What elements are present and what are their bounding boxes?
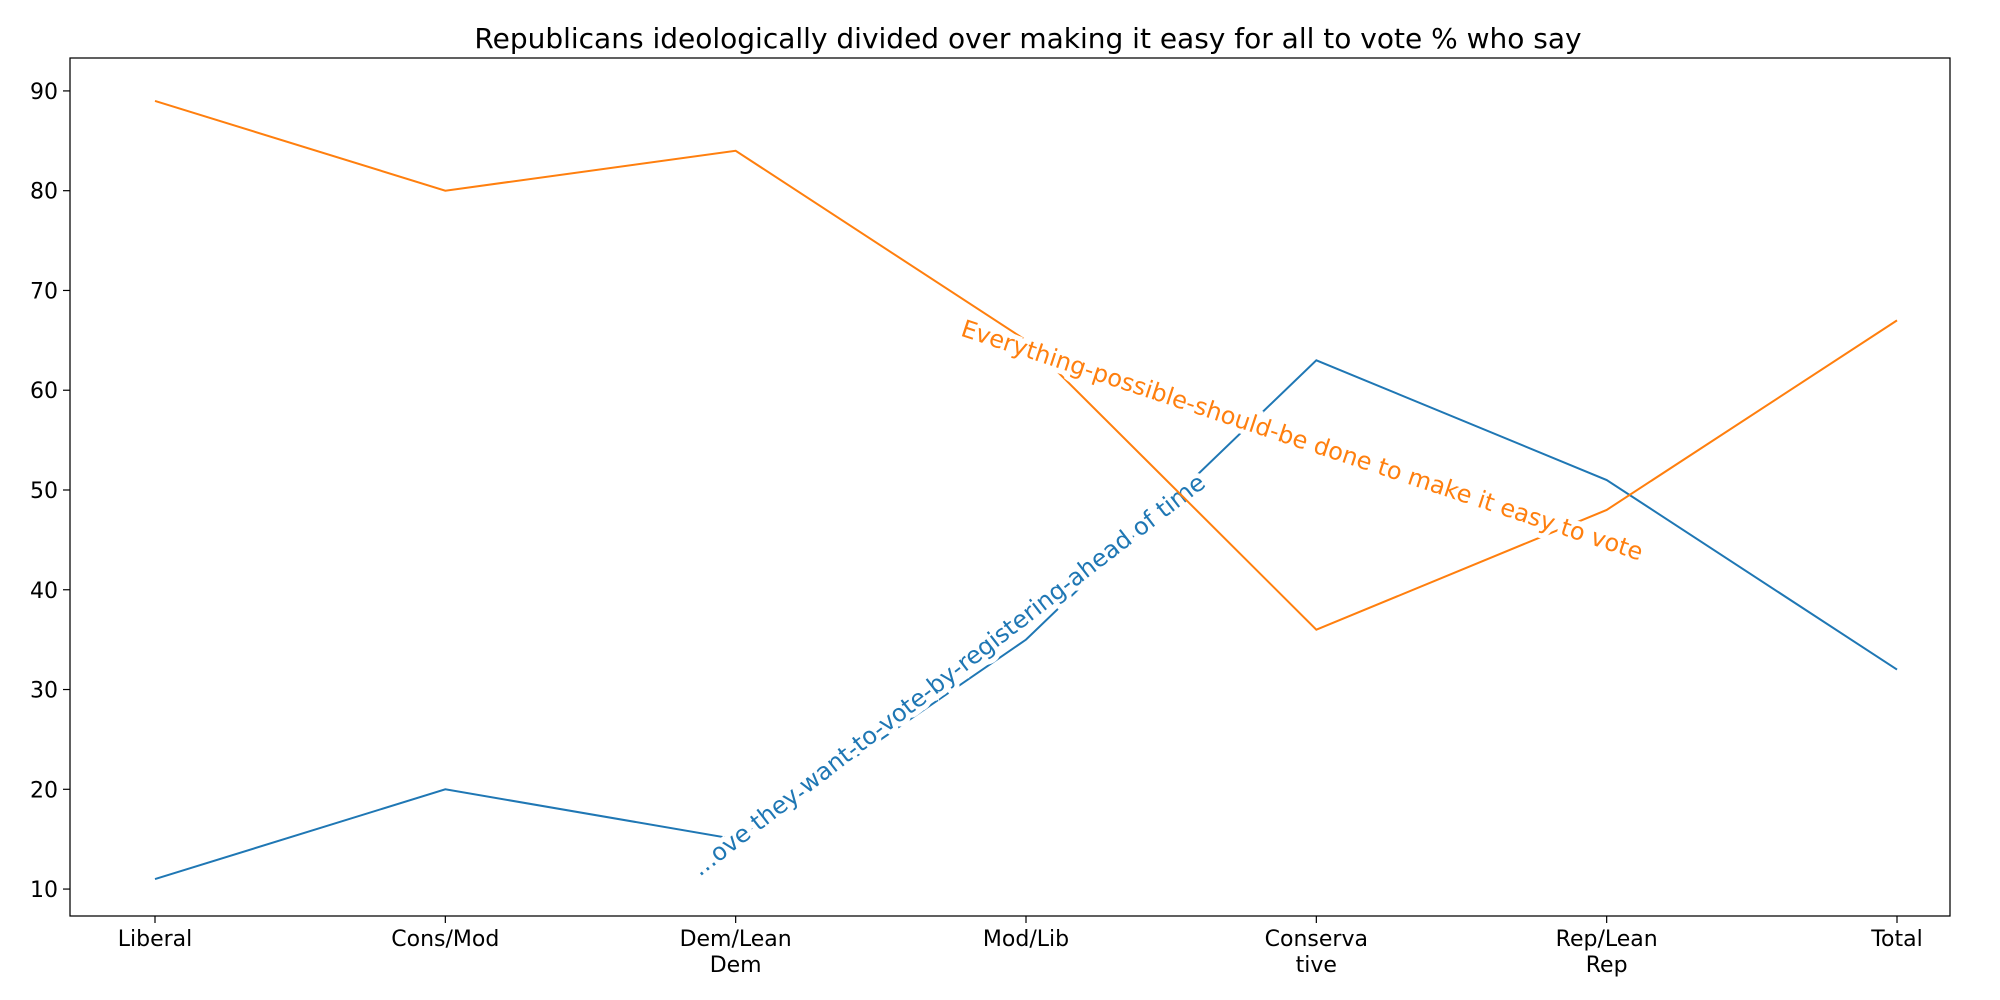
x-axis: Liberal Cons/Mod Dem/Lean Dem Mod/Lib Conserv…	[118, 916, 1923, 978]
y-tick-label: 50	[30, 479, 58, 504]
chart-title: Republicans ideologically divided over m…	[474, 22, 1581, 55]
x-tick-label: Rep/Lean Rep	[1556, 927, 1658, 978]
y-tick-label: 90	[30, 80, 58, 105]
x-tick-label: Dem/Lean Dem	[680, 927, 792, 978]
y-tick-label: 10	[30, 878, 58, 903]
y-tick-label: 70	[30, 279, 58, 304]
series-label-easy: Everything-possible-should-be done to ma…	[958, 314, 1647, 566]
x-tick-label: Mod/Lib	[983, 927, 1069, 952]
plot-frame	[69, 57, 1951, 917]
series-label-registering: ...ove they want-to-vote-by-registering-…	[686, 468, 1210, 881]
y-tick-label: 20	[30, 778, 58, 803]
x-tick-label: Conserva tive	[1265, 927, 1368, 978]
y-tick-label: 30	[30, 679, 58, 704]
y-tick-label: 60	[30, 379, 58, 404]
y-tick-label: 40	[30, 579, 58, 604]
x-tick-label: Total	[1870, 927, 1922, 952]
y-axis: 10 20 30 40 50 60 70 80 90	[30, 80, 70, 903]
x-tick-label: Liberal	[118, 927, 193, 952]
x-tick-label: Cons/Mod	[391, 927, 499, 952]
y-tick-label: 80	[30, 180, 58, 205]
